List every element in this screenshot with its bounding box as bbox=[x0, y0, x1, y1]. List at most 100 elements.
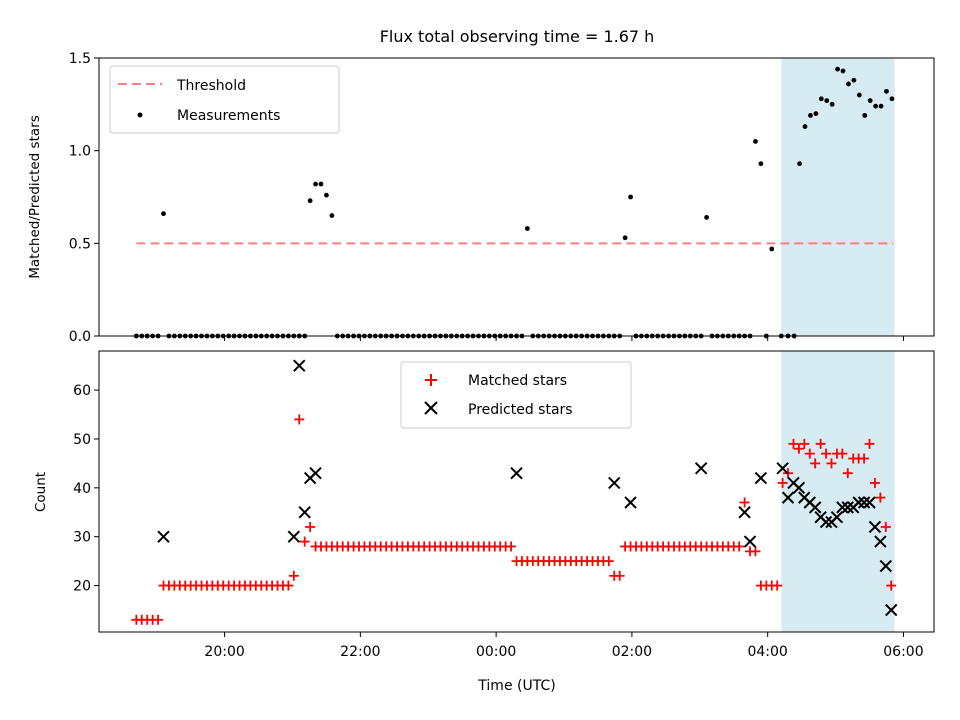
top-panel: 0.0 0.5 1.0 1.5 Matched/Predicted stars Thr… bbox=[27, 51, 935, 345]
matched-star-marker bbox=[826, 458, 837, 469]
predicted-star-marker bbox=[754, 471, 768, 485]
predicted-star-marker bbox=[510, 466, 523, 480]
measurement-point bbox=[818, 96, 824, 102]
bottom-y-tick-label: 20 bbox=[73, 579, 91, 595]
matched-stars-series bbox=[131, 414, 897, 625]
matched-star-marker bbox=[788, 438, 799, 449]
predicted-star-marker bbox=[868, 520, 882, 534]
matched-star-marker bbox=[821, 448, 832, 459]
predicted-star-marker bbox=[781, 491, 795, 504]
matched-star-marker bbox=[864, 438, 875, 449]
measurement-point bbox=[313, 181, 318, 187]
top-y-tick-label: 0.0 bbox=[69, 329, 91, 345]
matched-star-marker bbox=[294, 414, 305, 425]
measurement-point bbox=[862, 113, 868, 118]
predicted-star-marker bbox=[819, 515, 833, 529]
legend-matched-marker bbox=[425, 374, 437, 386]
legend-matched-label: Matched stars bbox=[468, 373, 567, 389]
predicted-star-marker bbox=[879, 559, 893, 573]
x-tick-label: 02:00 bbox=[612, 644, 652, 660]
top-x-ticks bbox=[224, 336, 904, 341]
measurement-point bbox=[851, 77, 857, 83]
predicted-star-marker bbox=[863, 496, 876, 509]
measurement-point bbox=[808, 113, 813, 118]
top-y-tick-label: 1.0 bbox=[69, 144, 91, 160]
measurement-point bbox=[889, 96, 895, 102]
matched-star-marker bbox=[815, 438, 826, 449]
measurement-point bbox=[840, 68, 846, 74]
top-legend-frame bbox=[109, 65, 340, 134]
legend-measurements-label: Measurements bbox=[177, 108, 280, 124]
top-y-axis-label: Matched/Predicted stars bbox=[27, 115, 43, 278]
x-axis-label: Time (UTC) bbox=[477, 678, 555, 694]
bottom-y-tick-label: 30 bbox=[73, 530, 91, 546]
matched-star-marker bbox=[837, 448, 848, 459]
measurement-point bbox=[769, 246, 775, 252]
matched-star-marker bbox=[614, 570, 625, 581]
measurement-point bbox=[824, 98, 830, 104]
matched-star-marker bbox=[506, 541, 517, 552]
top-y-tick-label: 1.5 bbox=[69, 51, 91, 67]
x-tick-label: 00:00 bbox=[476, 644, 516, 660]
matched-star-marker bbox=[750, 546, 761, 557]
x-tick-label: 22:00 bbox=[340, 644, 380, 660]
measurement-point bbox=[878, 103, 884, 109]
figure-title: Flux total observing time = 1.67 h bbox=[380, 27, 655, 46]
measurement-point bbox=[161, 211, 166, 217]
predicted-star-marker bbox=[624, 496, 637, 509]
matched-star-marker bbox=[804, 448, 815, 459]
measurement-point bbox=[307, 198, 313, 204]
matched-star-marker bbox=[739, 497, 750, 508]
legend-predicted-label: Predicted stars bbox=[468, 402, 573, 418]
matched-star-marker bbox=[799, 438, 810, 449]
predicted-star-marker bbox=[309, 466, 322, 480]
x-tick-label: 04:00 bbox=[747, 644, 787, 660]
matched-star-marker bbox=[810, 458, 821, 469]
predicted-star-marker bbox=[776, 462, 789, 475]
predicted-star-marker bbox=[874, 535, 887, 548]
measurement-point bbox=[873, 103, 879, 109]
measurement-point bbox=[867, 98, 873, 104]
matched-star-marker bbox=[288, 570, 299, 581]
predicted-star-marker bbox=[885, 603, 898, 617]
predicted-star-marker bbox=[738, 506, 751, 519]
matched-star-marker bbox=[859, 453, 870, 464]
measurement-point bbox=[802, 124, 808, 129]
predicted-star-marker bbox=[608, 476, 621, 490]
measurement-point bbox=[524, 226, 530, 231]
measurement-point bbox=[797, 161, 802, 167]
matched-star-marker bbox=[772, 580, 783, 591]
predicted-star-marker bbox=[852, 496, 865, 509]
bottom-y-axis-label: Count bbox=[33, 472, 49, 512]
matched-star-marker bbox=[880, 521, 891, 532]
bottom-plot-frame bbox=[98, 350, 935, 633]
matched-star-marker bbox=[842, 468, 853, 479]
measurement-point bbox=[318, 181, 324, 187]
predicted-star-marker bbox=[836, 501, 849, 514]
legend-measurements-marker bbox=[137, 112, 143, 118]
predicted-star-marker bbox=[830, 510, 844, 524]
matched-star-marker bbox=[886, 580, 897, 591]
measurement-point bbox=[813, 111, 819, 116]
top-y-tick-label: 0.5 bbox=[69, 236, 91, 252]
measurement-point bbox=[329, 213, 335, 218]
matched-star-marker bbox=[793, 443, 804, 454]
predicted-star-marker bbox=[857, 496, 871, 509]
predicted-star-marker bbox=[743, 535, 757, 548]
measurement-point bbox=[622, 235, 628, 241]
predicted-star-marker bbox=[694, 462, 708, 475]
measurement-point bbox=[758, 161, 764, 167]
measurement-point bbox=[829, 101, 835, 107]
legend-predicted-marker bbox=[424, 401, 438, 415]
bottom-legend: Matched stars Predicted stars bbox=[400, 361, 632, 429]
predicted-stars-series bbox=[157, 359, 898, 617]
matched-star-marker bbox=[603, 556, 614, 567]
measurement-point bbox=[753, 139, 758, 144]
bottom-legend-frame bbox=[400, 361, 632, 429]
matched-star-marker bbox=[734, 541, 745, 552]
measurement-point bbox=[628, 194, 633, 200]
bottom-y-tick-label: 60 bbox=[73, 383, 91, 399]
measurement-point bbox=[846, 81, 851, 87]
predicted-star-marker bbox=[792, 481, 806, 495]
